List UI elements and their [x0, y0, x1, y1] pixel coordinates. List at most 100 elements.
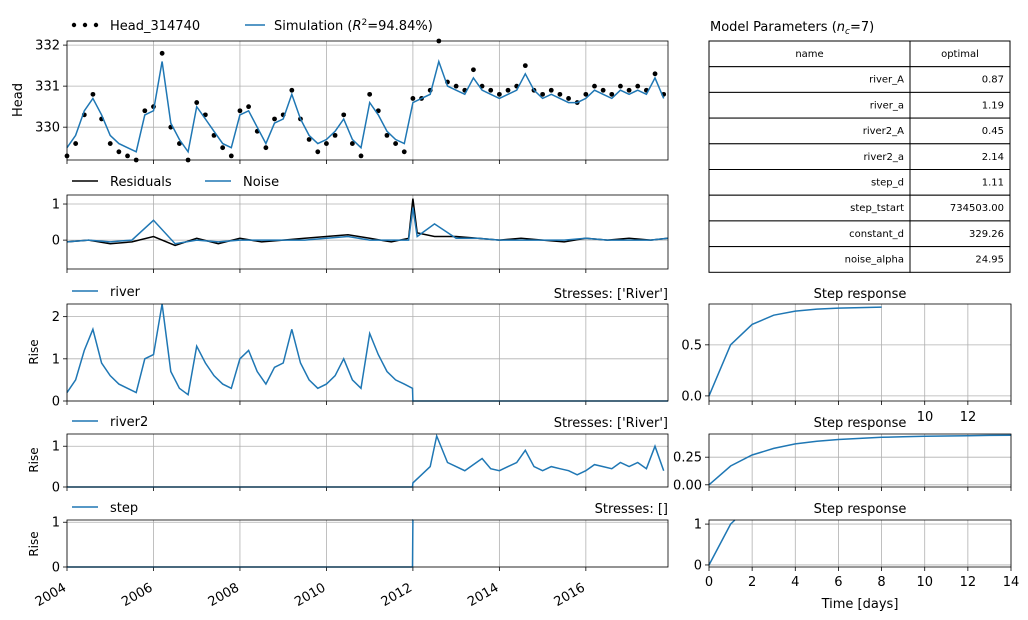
residuals-ytick-label: 1	[52, 198, 60, 213]
table-cell-optimal	[909, 194, 1011, 222]
head-legend: Head_314740 Simulation (R2=94.84%)	[71, 18, 433, 34]
residuals-series-noise-line	[66, 207, 669, 245]
table-cell-optimal	[909, 40, 1011, 68]
residuals-frame	[66, 194, 669, 270]
table-row-optimal: 1.11	[982, 178, 1004, 189]
head-obs-point	[592, 83, 597, 89]
river-panel: 0 1 2 Rise river Stresses: ['River']	[27, 285, 669, 410]
params-table-title: Model Parameters (nc=7)	[710, 20, 874, 37]
river-ytick-label: 1	[52, 352, 60, 367]
step-response-xtick-label: 14	[1003, 575, 1020, 590]
table-row-optimal: 1.19	[982, 100, 1004, 111]
river2-ytick-label: 1	[52, 440, 60, 455]
table-cell-optimal	[909, 143, 1011, 171]
river-step-response-ytick-label: 0.5	[681, 338, 702, 353]
step-response-xtick-label: 12	[960, 575, 977, 590]
head-obs-point	[540, 91, 546, 97]
legend-sim-r: R	[352, 19, 361, 34]
head-panel: 330 331 332 Head Head_314740 Simulation (R…	[11, 18, 669, 164]
step-step-response-line	[708, 519, 736, 566]
head-obs-point	[548, 87, 554, 93]
step-step-response-title: Step response	[814, 502, 907, 517]
step-response-xtick-label: 4	[791, 575, 799, 590]
head-obs-point	[358, 153, 364, 159]
table-cell-name	[708, 143, 911, 171]
table-row-optimal: 24.95	[975, 255, 1004, 266]
legend-sim-suffix: =94.84%)	[367, 19, 433, 34]
head-series-simulation-line	[66, 58, 665, 154]
table-row-name: constant_d	[849, 229, 904, 240]
head-obs-point	[505, 87, 511, 93]
river2-series-river2-line	[67, 433, 665, 488]
step-frame	[66, 519, 669, 568]
head-obs-point	[237, 108, 243, 114]
head-obs-point	[142, 108, 148, 114]
head-obs-point	[626, 87, 632, 93]
step-response-xtick-label: 10	[916, 575, 933, 590]
table-cell-optimal	[909, 117, 1011, 145]
river-step-response-line	[708, 306, 882, 397]
head-obs-point	[315, 149, 321, 155]
table-row-optimal: 2.14	[982, 152, 1004, 163]
head-obs-point	[341, 112, 347, 118]
table-header-name: name	[795, 49, 823, 60]
legend-noise-label: Noise	[243, 175, 279, 190]
year-tick-label: 2004	[33, 580, 69, 610]
table-cell-name	[708, 66, 911, 93]
river2-panel: 0 1 Rise river2 Stresses: ['River']	[27, 415, 669, 496]
head-frame	[66, 40, 669, 161]
step-ytick-label: 1	[52, 516, 60, 531]
year-tick-label: 2016	[552, 580, 588, 610]
head-obs-point	[453, 83, 459, 89]
river-stresses-label: Stresses: ['River']	[554, 287, 668, 302]
head-obs-point	[159, 50, 165, 56]
step-step-response-panel: 0 1 Step response 0 2 4 6 8 10 12 14 Time [days]	[694, 502, 1020, 612]
head-obs-point	[246, 104, 251, 110]
river-ylabel: Rise	[27, 339, 41, 364]
year-tick-label: 2008	[206, 580, 242, 610]
legend-obs-dot	[82, 22, 88, 28]
head-obs-point	[609, 91, 615, 97]
head-obs-point	[349, 141, 355, 146]
step-stresses-label: Stresses: []	[595, 502, 668, 517]
year-tick-label: 2010	[292, 580, 328, 610]
head-obs-point	[496, 91, 502, 97]
table-cell-optimal	[909, 220, 1011, 248]
river-step-response-ytick-label: 0.0	[681, 389, 702, 404]
head-obs-point	[73, 141, 79, 146]
river2-step-response-title: Step response	[814, 416, 907, 431]
table-row-optimal: 0.87	[982, 75, 1004, 86]
head-ylabel: Head	[11, 83, 26, 117]
head-obs-point	[220, 145, 226, 151]
head-obs-point	[635, 83, 641, 89]
river-step-response-frame	[708, 303, 1012, 402]
step-ylabel: Rise	[27, 531, 41, 556]
step-response-xtick-label: 8	[877, 575, 885, 590]
table-cell-optimal	[909, 169, 1011, 196]
residuals-ytick-label: 0	[52, 234, 60, 249]
head-ytick-label: 332	[35, 39, 60, 54]
head-obs-point	[332, 132, 338, 138]
river2-frame	[66, 433, 669, 488]
table-row-optimal: 329.26	[969, 229, 1004, 240]
year-tick-label: 2006	[119, 580, 155, 610]
year-tick-label: 2014	[465, 580, 501, 610]
river2-ylabel: Rise	[27, 447, 41, 472]
legend-river2-label: river2	[110, 415, 148, 430]
table-row-name: river2_A	[863, 126, 904, 137]
head-obs-point	[263, 145, 269, 151]
table-cell-name	[708, 91, 911, 119]
table-row-name: noise_alpha	[845, 255, 904, 266]
legend-sim-sup: 2	[362, 18, 368, 28]
step-response-xlabel: Time [days]	[821, 597, 899, 612]
params-title-prefix: Model Parameters (	[710, 20, 837, 35]
head-obs-point	[618, 83, 623, 89]
head-obs-point	[652, 71, 658, 77]
river-frame	[66, 303, 669, 402]
step-response-xtick-label: 6	[834, 575, 842, 590]
legend-obs-dot	[93, 22, 99, 28]
step-panel: 0 1 Rise step Stresses: [] 2004 2006 2008 20…	[27, 501, 669, 610]
legend-sim-label: Simulation (R2=94.84%)	[274, 18, 433, 34]
head-obs-point	[401, 149, 407, 155]
river2-step-response-frame	[708, 433, 1012, 488]
